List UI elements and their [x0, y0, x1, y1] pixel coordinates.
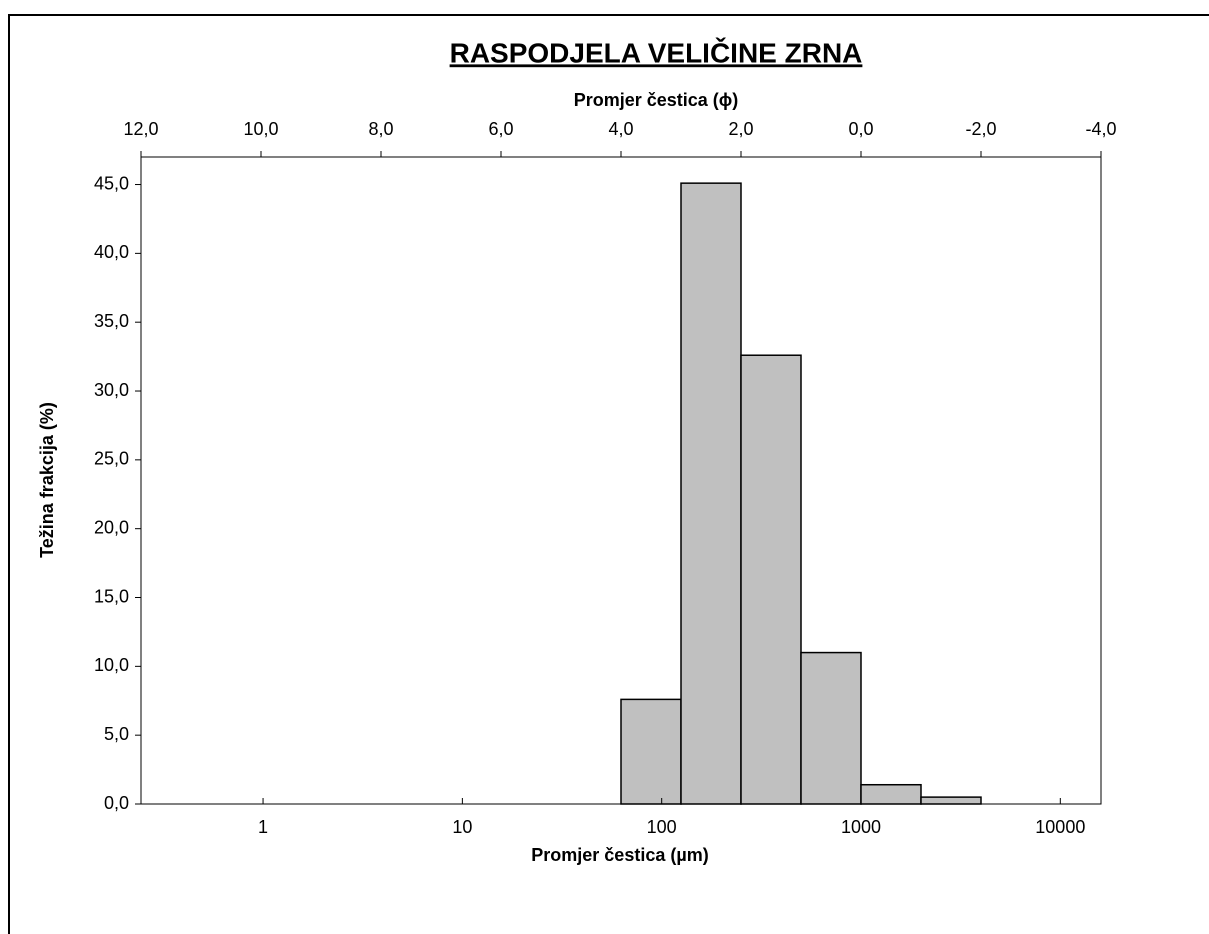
chart-title: RASPODJELA VELIČINE ZRNA: [450, 36, 863, 68]
bar: [680, 182, 742, 805]
x2-tick-label: -2,0: [965, 119, 996, 139]
y-tick-label: 30,0: [94, 380, 129, 400]
x2-tick-label: 8,0: [368, 119, 393, 139]
y-tick-label: 25,0: [94, 449, 129, 469]
x-tick-label: 10000: [1035, 817, 1085, 837]
chart-frame: [8, 14, 1209, 934]
x2-tick-label: 0,0: [848, 119, 873, 139]
x2-tick-label: 10,0: [243, 119, 278, 139]
x-tick-label: 1000: [841, 817, 881, 837]
y-tick-label: 10,0: [94, 655, 129, 675]
x2-tick-label: 2,0: [728, 119, 753, 139]
y-tick-label: 0,0: [104, 793, 129, 813]
x2-axis-label: Promjer čestica (ϕ): [574, 90, 739, 110]
x2-tick-label: 4,0: [608, 119, 633, 139]
x-tick-label: 10: [452, 817, 472, 837]
bar: [920, 796, 982, 805]
y-tick-label: 5,0: [104, 724, 129, 744]
bar: [740, 354, 802, 805]
x2-tick-label: 6,0: [488, 119, 513, 139]
y-tick-label: 20,0: [94, 517, 129, 537]
y-axis-label: Težina frakcija (%): [37, 402, 57, 558]
x-tick-label: 1: [258, 817, 268, 837]
bar: [620, 698, 682, 805]
x-axis-label: Promjer čestica (µm): [531, 845, 708, 865]
x-tick-label: 100: [647, 817, 677, 837]
bar: [800, 651, 862, 805]
bar: [860, 783, 922, 805]
y-tick-label: 15,0: [94, 586, 129, 606]
y-tick-label: 35,0: [94, 311, 129, 331]
y-tick-label: 45,0: [94, 173, 129, 193]
x2-tick-label: 12,0: [123, 119, 158, 139]
y-tick-label: 40,0: [94, 242, 129, 262]
x2-tick-label: -4,0: [1085, 119, 1116, 139]
